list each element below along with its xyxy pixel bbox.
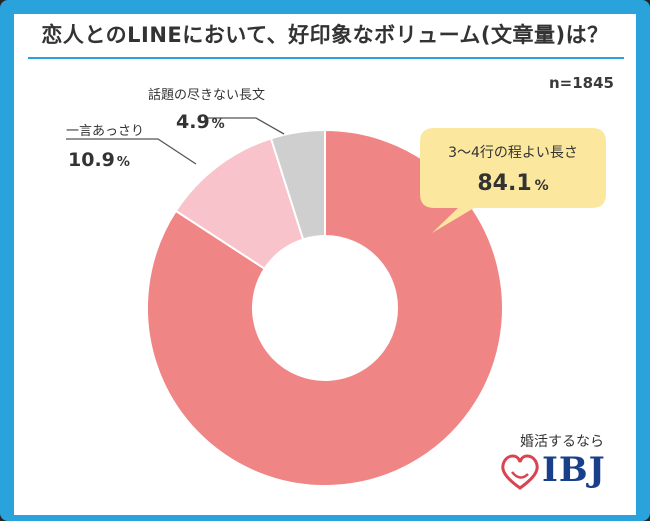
slice-value-main-unit: % [535, 178, 549, 194]
slice-value-short-number: 10.9 [68, 149, 115, 171]
donut-chart: 3〜4行の程よい長さ 84.1% 一言あっさり 10.9% 話題の尽きない長文 … [66, 87, 606, 490]
logo-heart-icon [501, 454, 539, 490]
slice-value-short-unit: % [117, 155, 130, 170]
slice-value-main-number: 84.1 [477, 171, 531, 196]
slice-label-short: 一言あっさり [66, 124, 144, 139]
slice-label-main: 3〜4行の程よい長さ [448, 145, 578, 161]
sample-size-label: n=1845 [549, 74, 614, 92]
logo: IBJ [500, 450, 610, 494]
slice-value-main: 84.1% [477, 171, 548, 196]
card: 恋人とのLINEにおいて、好印象なボリューム(文章量)は？ n=1845 3〜4… [14, 14, 636, 515]
title-rule [28, 57, 624, 59]
callout-short: 一言あっさり 10.9% [66, 124, 197, 171]
slice-label-long: 話題の尽きない長文 [148, 87, 265, 103]
slice-value-long: 4.9% [176, 111, 225, 133]
logo-text: IBJ [542, 450, 606, 490]
callout-bubble [420, 128, 606, 233]
slice-long [269, 128, 326, 241]
logo-caption: 婚活するなら [520, 434, 604, 450]
slice-value-long-unit: % [212, 117, 225, 132]
slice-value-short: 10.9% [68, 149, 130, 171]
leader-line-short [66, 138, 197, 165]
callout-long: 話題の尽きない長文 4.9% [148, 87, 285, 135]
chart-title: 恋人とのLINEにおいて、好印象なボリューム(文章量)は？ [41, 23, 609, 47]
slice-main [146, 128, 504, 487]
callout-main: 3〜4行の程よい長さ 84.1% [420, 128, 606, 233]
slice-value-long-number: 4.9 [176, 111, 210, 133]
slices-group [146, 128, 504, 487]
leader-line-long [204, 117, 285, 135]
